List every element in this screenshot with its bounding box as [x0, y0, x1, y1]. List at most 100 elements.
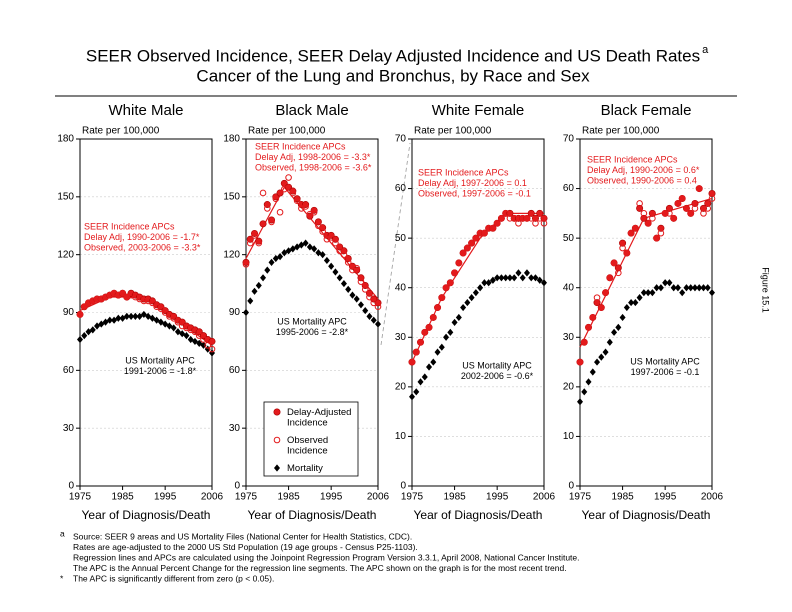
annotation: SEER Incidence APCs	[418, 167, 509, 177]
point	[645, 289, 652, 297]
y-axis-label: Rate per 100,000	[582, 126, 660, 137]
point	[285, 174, 292, 181]
point	[349, 291, 356, 299]
point	[140, 297, 148, 305]
point	[619, 313, 626, 322]
point	[123, 293, 131, 301]
point	[627, 229, 635, 237]
point	[687, 284, 694, 292]
point	[632, 298, 639, 307]
point	[648, 209, 656, 217]
point	[438, 343, 445, 351]
y-tick-label: 90	[229, 307, 241, 318]
y-axis-label: Rate per 100,000	[82, 126, 160, 137]
point	[511, 274, 518, 282]
point	[242, 258, 250, 266]
annotation: Delay Adj, 1990-2006 = -1.7*	[84, 232, 200, 242]
point	[123, 312, 130, 320]
point	[255, 239, 263, 247]
annotation: US Mortality APC	[630, 356, 700, 366]
point	[246, 239, 254, 247]
x-tick-label: 1985	[443, 492, 466, 503]
point	[76, 311, 84, 318]
x-tick-label: 1975	[69, 492, 92, 503]
point	[576, 358, 584, 366]
point	[370, 299, 378, 307]
point	[336, 247, 343, 255]
point	[460, 303, 467, 312]
x-axis-label: Year of Diagnosis/Death	[248, 508, 377, 522]
point	[128, 312, 135, 320]
point	[353, 295, 360, 303]
x-tick-label: 1995	[486, 492, 509, 503]
point	[277, 252, 284, 261]
point	[417, 338, 424, 346]
point	[255, 281, 262, 290]
annotation: 1995-2006 = -2.8*	[276, 327, 349, 337]
point	[678, 195, 686, 202]
footnote: Regression lines and APCs are calculated…	[73, 552, 580, 562]
trend-line	[245, 186, 379, 300]
point	[242, 261, 250, 268]
point	[153, 303, 160, 311]
point	[272, 195, 280, 203]
point	[187, 326, 195, 334]
y-axis-label: Rate per 100,000	[248, 126, 326, 137]
point	[585, 378, 592, 386]
point	[276, 189, 284, 197]
point	[506, 274, 513, 282]
point	[594, 358, 601, 366]
point	[485, 224, 492, 232]
point	[174, 318, 182, 326]
point	[430, 358, 437, 366]
y-tick-label: 10	[563, 431, 575, 442]
point	[577, 398, 583, 406]
point	[636, 204, 644, 212]
point	[532, 219, 539, 227]
point	[468, 239, 475, 247]
point	[447, 328, 454, 336]
point	[691, 199, 699, 207]
point	[696, 284, 703, 292]
point	[306, 210, 314, 218]
y-tick-label: 90	[63, 307, 75, 318]
point	[464, 244, 471, 252]
point	[628, 298, 635, 307]
point	[464, 298, 471, 307]
point	[251, 232, 258, 239]
point	[132, 293, 139, 301]
footnote: The APC is the Annual Percent Change for…	[73, 563, 567, 573]
panel-title: White Male	[108, 102, 183, 119]
title-superscript: a	[702, 44, 709, 56]
point	[170, 324, 177, 332]
point	[183, 324, 190, 332]
point	[255, 237, 263, 245]
point	[498, 274, 505, 282]
point	[704, 199, 712, 207]
point	[311, 245, 318, 253]
point	[704, 205, 712, 212]
point	[426, 363, 433, 371]
point	[115, 291, 122, 299]
y-tick-label: 150	[223, 191, 240, 202]
point	[264, 266, 271, 274]
page-title: SEER Observed Incidence, SEER Delay Adju…	[86, 46, 700, 65]
point	[455, 313, 462, 322]
point	[208, 337, 216, 345]
point	[662, 279, 669, 287]
legend-label: Mortality	[287, 463, 323, 474]
point	[328, 262, 335, 270]
point	[77, 335, 83, 344]
point	[472, 234, 480, 242]
y-tick-label: 30	[229, 423, 241, 434]
point	[653, 284, 660, 292]
panel-title: Black Female	[601, 102, 692, 119]
point	[708, 195, 716, 202]
point	[515, 269, 522, 277]
point	[709, 289, 715, 297]
point	[589, 368, 596, 376]
point	[585, 324, 592, 331]
point	[666, 279, 673, 287]
point	[191, 337, 198, 346]
point	[408, 358, 416, 366]
